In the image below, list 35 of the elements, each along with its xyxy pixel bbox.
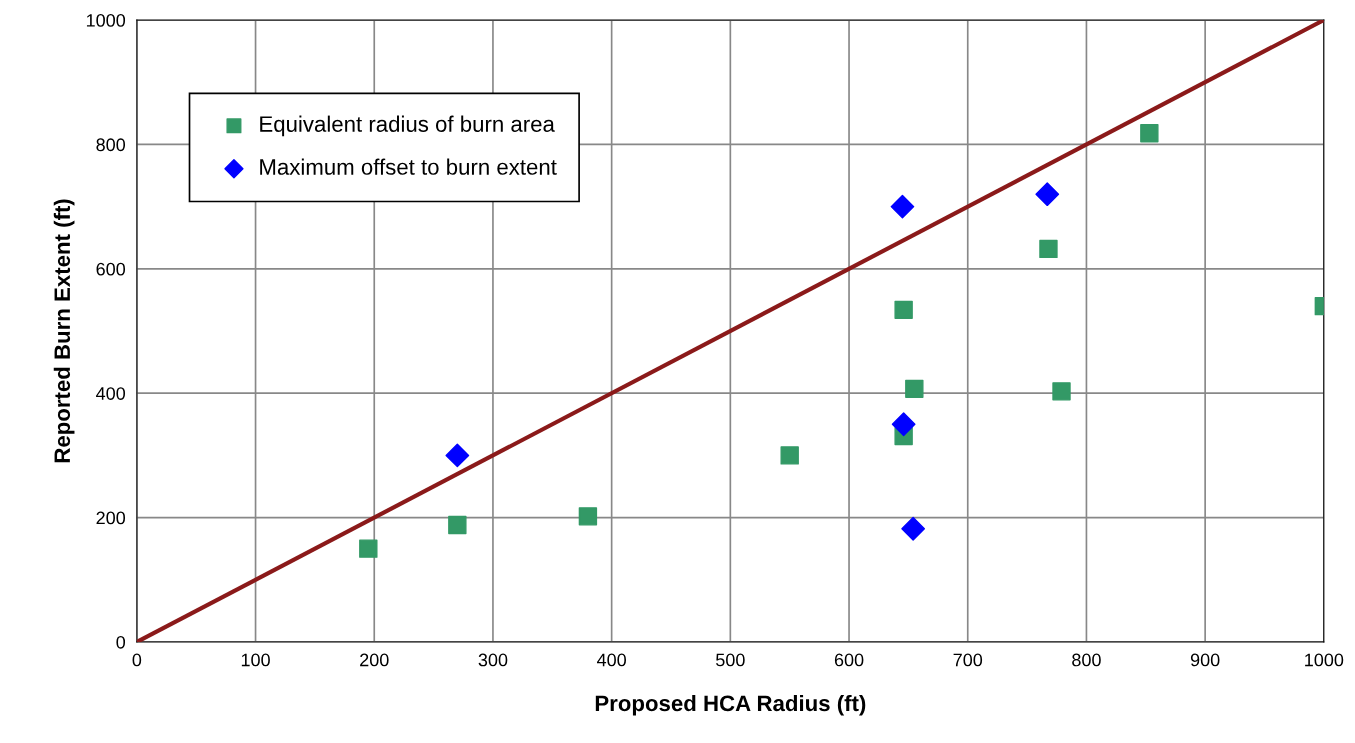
point — [890, 194, 915, 219]
point — [1052, 382, 1071, 401]
point — [1039, 239, 1058, 259]
x-axis-title: Proposed HCA Radius (ft) — [595, 694, 866, 716]
point — [445, 443, 470, 468]
x-tick-label: 300 — [478, 653, 508, 667]
x-tick-label: 900 — [1190, 653, 1220, 667]
point — [780, 446, 799, 465]
x-tick-label: 1000 — [1305, 653, 1344, 667]
point — [1140, 124, 1159, 143]
x-tick-label: 600 — [834, 653, 864, 667]
x-tick-label: 400 — [597, 653, 626, 667]
point — [359, 539, 378, 558]
legend-label: Maximum offset to burn extent — [260, 158, 557, 175]
point — [891, 412, 916, 437]
x-tick-label: 0 — [132, 653, 142, 667]
y-axis-title: Reported Burn Extent (ft) — [53, 199, 75, 463]
y-tick-label: 1000 — [86, 14, 126, 27]
y-tick-label: 600 — [96, 262, 126, 276]
legend-label: Equivalent radius of burn area — [260, 115, 555, 137]
x-tick-label: 700 — [953, 653, 983, 667]
point — [894, 300, 913, 320]
point — [448, 515, 467, 535]
x-tick-label: 200 — [360, 653, 389, 667]
point — [1035, 182, 1060, 207]
x-tick-label: 500 — [716, 653, 745, 667]
y-tick-label: 0 — [116, 635, 126, 649]
x-tick-label: 100 — [241, 653, 270, 667]
y-tick-label: 400 — [96, 387, 126, 400]
y-tick-label: 200 — [96, 511, 126, 525]
x-tick-label: 800 — [1072, 653, 1101, 667]
point — [578, 507, 598, 526]
y-tick-label: 800 — [96, 138, 126, 152]
point — [901, 516, 926, 541]
point — [905, 379, 924, 399]
